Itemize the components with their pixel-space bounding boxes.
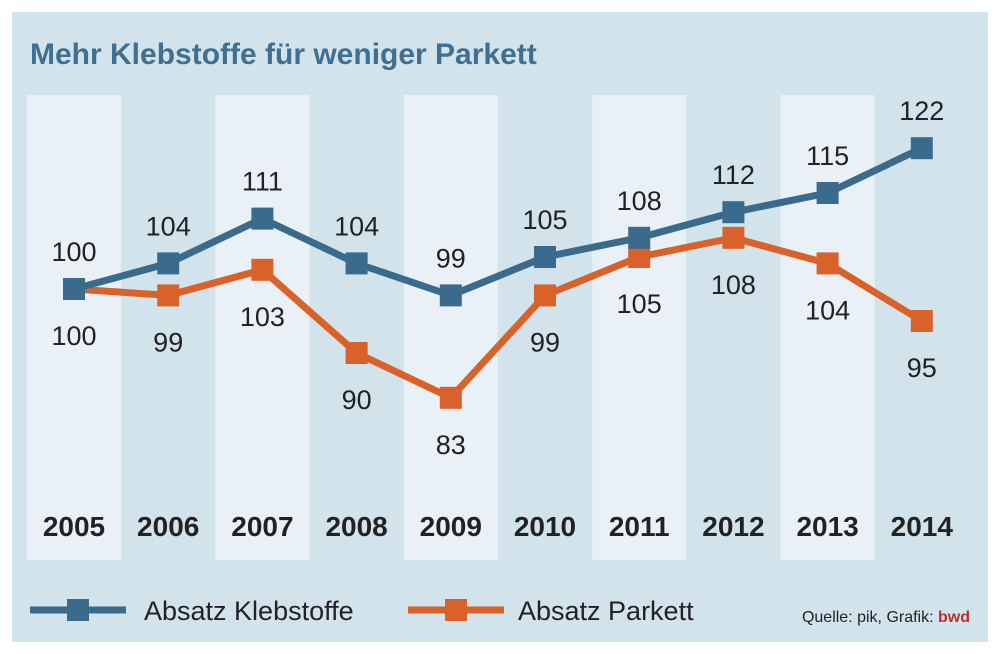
data-point-klebstoffe xyxy=(345,252,368,275)
data-point-klebstoffe xyxy=(816,182,839,204)
data-label-klebstoffe: 108 xyxy=(617,186,662,216)
x-tick-label: 2013 xyxy=(796,511,858,542)
x-tick-label: 2008 xyxy=(325,511,387,542)
column-band xyxy=(592,95,687,560)
data-point-parkett xyxy=(722,226,745,249)
line-chart: Mehr Klebstoffe für weniger Parkett 2005… xyxy=(27,38,970,626)
data-point-klebstoffe xyxy=(910,137,933,160)
x-tick-label: 2014 xyxy=(891,511,954,542)
data-point-klebstoffe xyxy=(251,207,274,230)
legend-label-parkett: Absatz Parkett xyxy=(518,596,694,626)
chart-frame: Mehr Klebstoffe für weniger Parkett 2005… xyxy=(12,12,988,642)
x-tick-label: 2009 xyxy=(420,511,482,542)
series-line-parkett xyxy=(73,234,924,403)
data-label-parkett: 105 xyxy=(617,289,662,319)
data-label-parkett: 99 xyxy=(153,327,183,357)
data-point-klebstoffe xyxy=(722,201,745,224)
series-line-klebstoffe xyxy=(73,145,924,300)
data-label-klebstoffe: 112 xyxy=(712,160,755,190)
data-point-parkett xyxy=(157,284,180,307)
chart-title: Mehr Klebstoffe für weniger Parkett xyxy=(30,38,537,71)
data-point-parkett xyxy=(534,284,556,307)
data-label-klebstoffe: 104 xyxy=(146,211,191,241)
data-point-parkett xyxy=(251,258,274,281)
data-label-klebstoffe: 104 xyxy=(334,211,379,241)
column-band xyxy=(403,95,498,560)
data-label-parkett: 95 xyxy=(907,353,937,383)
data-label-klebstoffe: 99 xyxy=(436,243,466,273)
data-label-klebstoffe: 122 xyxy=(899,96,944,126)
data-label-parkett: 90 xyxy=(342,385,372,415)
x-tick-label: 2005 xyxy=(43,511,105,542)
data-label-klebstoffe: 105 xyxy=(522,205,567,235)
x-tick-label: 2006 xyxy=(137,511,199,542)
data-point-klebstoffe xyxy=(63,278,85,300)
column-band xyxy=(215,95,310,560)
data-label-klebstoffe: 100 xyxy=(51,237,96,267)
data-point-parkett xyxy=(628,246,651,268)
legend-marker-parkett xyxy=(445,599,467,621)
x-tick-label: 2011 xyxy=(609,511,670,542)
data-point-parkett xyxy=(816,252,839,275)
data-point-parkett xyxy=(439,386,462,409)
x-tick-label: 2010 xyxy=(514,511,576,542)
column-band xyxy=(780,95,875,560)
data-label-parkett: 100 xyxy=(51,321,96,351)
data-point-parkett xyxy=(910,310,933,332)
column-band xyxy=(27,95,121,560)
x-tick-label: 2007 xyxy=(231,511,293,542)
source-prefix: Quelle: pik, Grafik: xyxy=(802,609,938,626)
data-point-klebstoffe xyxy=(628,226,651,249)
data-point-klebstoffe xyxy=(439,284,462,307)
legend-label-klebstoffe: Absatz Klebstoffe xyxy=(144,596,354,626)
source-note: Quelle: pik, Grafik: bwd xyxy=(802,609,970,626)
data-label-parkett: 99 xyxy=(530,327,560,357)
data-point-klebstoffe xyxy=(534,246,556,268)
x-tick-label: 2012 xyxy=(702,511,764,542)
data-label-parkett: 103 xyxy=(240,302,285,332)
data-label-parkett: 104 xyxy=(805,295,850,325)
data-label-klebstoffe: 115 xyxy=(806,141,849,171)
data-label-klebstoffe: 111 xyxy=(242,167,283,197)
source-brand: bwd xyxy=(938,609,970,626)
data-label-parkett: 83 xyxy=(436,430,466,460)
data-point-parkett xyxy=(345,342,368,364)
data-point-klebstoffe xyxy=(157,252,180,275)
legend-marker-klebstoffe xyxy=(67,599,89,621)
data-label-parkett: 108 xyxy=(711,270,756,300)
